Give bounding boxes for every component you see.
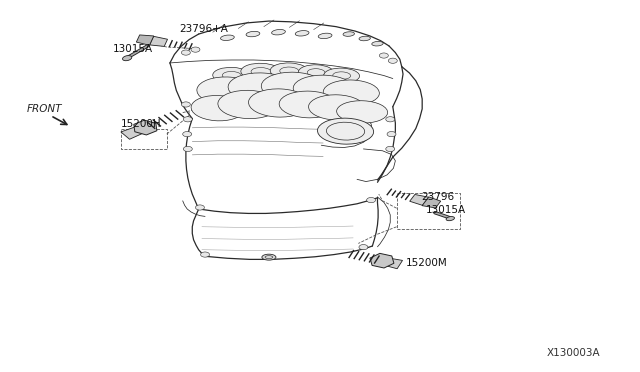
Ellipse shape — [308, 95, 365, 120]
Ellipse shape — [218, 90, 279, 119]
Ellipse shape — [271, 29, 285, 35]
Ellipse shape — [122, 55, 132, 61]
Polygon shape — [136, 35, 154, 45]
Ellipse shape — [293, 75, 355, 103]
Ellipse shape — [241, 63, 282, 80]
Circle shape — [181, 50, 190, 55]
Ellipse shape — [337, 101, 388, 123]
Text: FRONT: FRONT — [26, 104, 61, 114]
Ellipse shape — [262, 254, 276, 260]
Ellipse shape — [295, 31, 309, 36]
Ellipse shape — [317, 118, 374, 144]
Text: 23796+A: 23796+A — [179, 24, 228, 34]
Ellipse shape — [343, 32, 355, 36]
Circle shape — [386, 117, 395, 122]
Circle shape — [380, 53, 388, 58]
Ellipse shape — [191, 96, 244, 121]
Circle shape — [182, 132, 191, 137]
Ellipse shape — [261, 72, 325, 101]
Ellipse shape — [359, 36, 371, 41]
Text: 13015A: 13015A — [426, 205, 466, 215]
Text: 15200H: 15200H — [121, 119, 161, 129]
Polygon shape — [422, 197, 441, 208]
Circle shape — [387, 132, 396, 137]
Circle shape — [183, 117, 192, 122]
Circle shape — [195, 205, 204, 210]
Circle shape — [386, 146, 395, 151]
Circle shape — [388, 58, 397, 63]
Circle shape — [183, 146, 192, 151]
Polygon shape — [370, 253, 394, 268]
Ellipse shape — [372, 41, 383, 46]
Ellipse shape — [221, 35, 234, 41]
Polygon shape — [410, 195, 429, 205]
Circle shape — [200, 252, 209, 257]
Ellipse shape — [324, 68, 360, 83]
Ellipse shape — [212, 67, 251, 84]
Text: 15200M: 15200M — [406, 258, 448, 268]
Text: 23796: 23796 — [421, 192, 454, 202]
Ellipse shape — [323, 80, 380, 105]
Ellipse shape — [298, 65, 334, 80]
Polygon shape — [150, 36, 168, 46]
Ellipse shape — [446, 217, 454, 221]
Circle shape — [191, 47, 200, 52]
Polygon shape — [134, 120, 157, 135]
Ellipse shape — [270, 63, 308, 79]
Ellipse shape — [279, 91, 338, 118]
Ellipse shape — [228, 73, 294, 103]
Circle shape — [181, 102, 190, 107]
Text: 13015A: 13015A — [113, 44, 152, 54]
Circle shape — [359, 244, 368, 250]
Text: X130003A: X130003A — [547, 348, 600, 358]
Ellipse shape — [246, 31, 260, 37]
Ellipse shape — [318, 33, 332, 39]
Ellipse shape — [248, 89, 310, 117]
Polygon shape — [381, 257, 403, 269]
Polygon shape — [121, 125, 147, 139]
Circle shape — [367, 198, 376, 203]
Ellipse shape — [197, 77, 258, 105]
